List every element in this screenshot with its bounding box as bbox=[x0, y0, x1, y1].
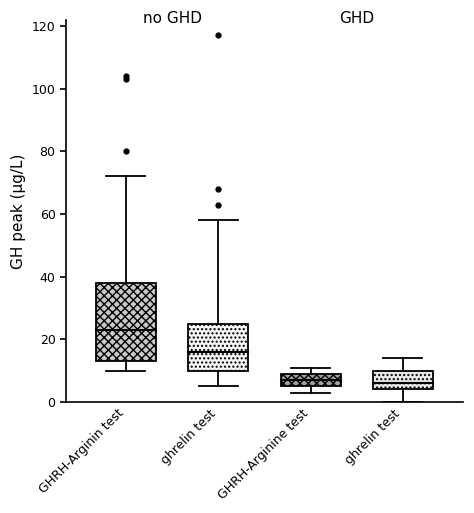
Text: no GHD: no GHD bbox=[143, 11, 201, 26]
Bar bbox=[188, 324, 248, 371]
Bar bbox=[373, 371, 433, 389]
Text: GHD: GHD bbox=[339, 11, 374, 26]
Y-axis label: GH peak (μg/L): GH peak (μg/L) bbox=[11, 153, 26, 268]
Bar bbox=[96, 283, 156, 361]
Bar bbox=[281, 374, 341, 386]
